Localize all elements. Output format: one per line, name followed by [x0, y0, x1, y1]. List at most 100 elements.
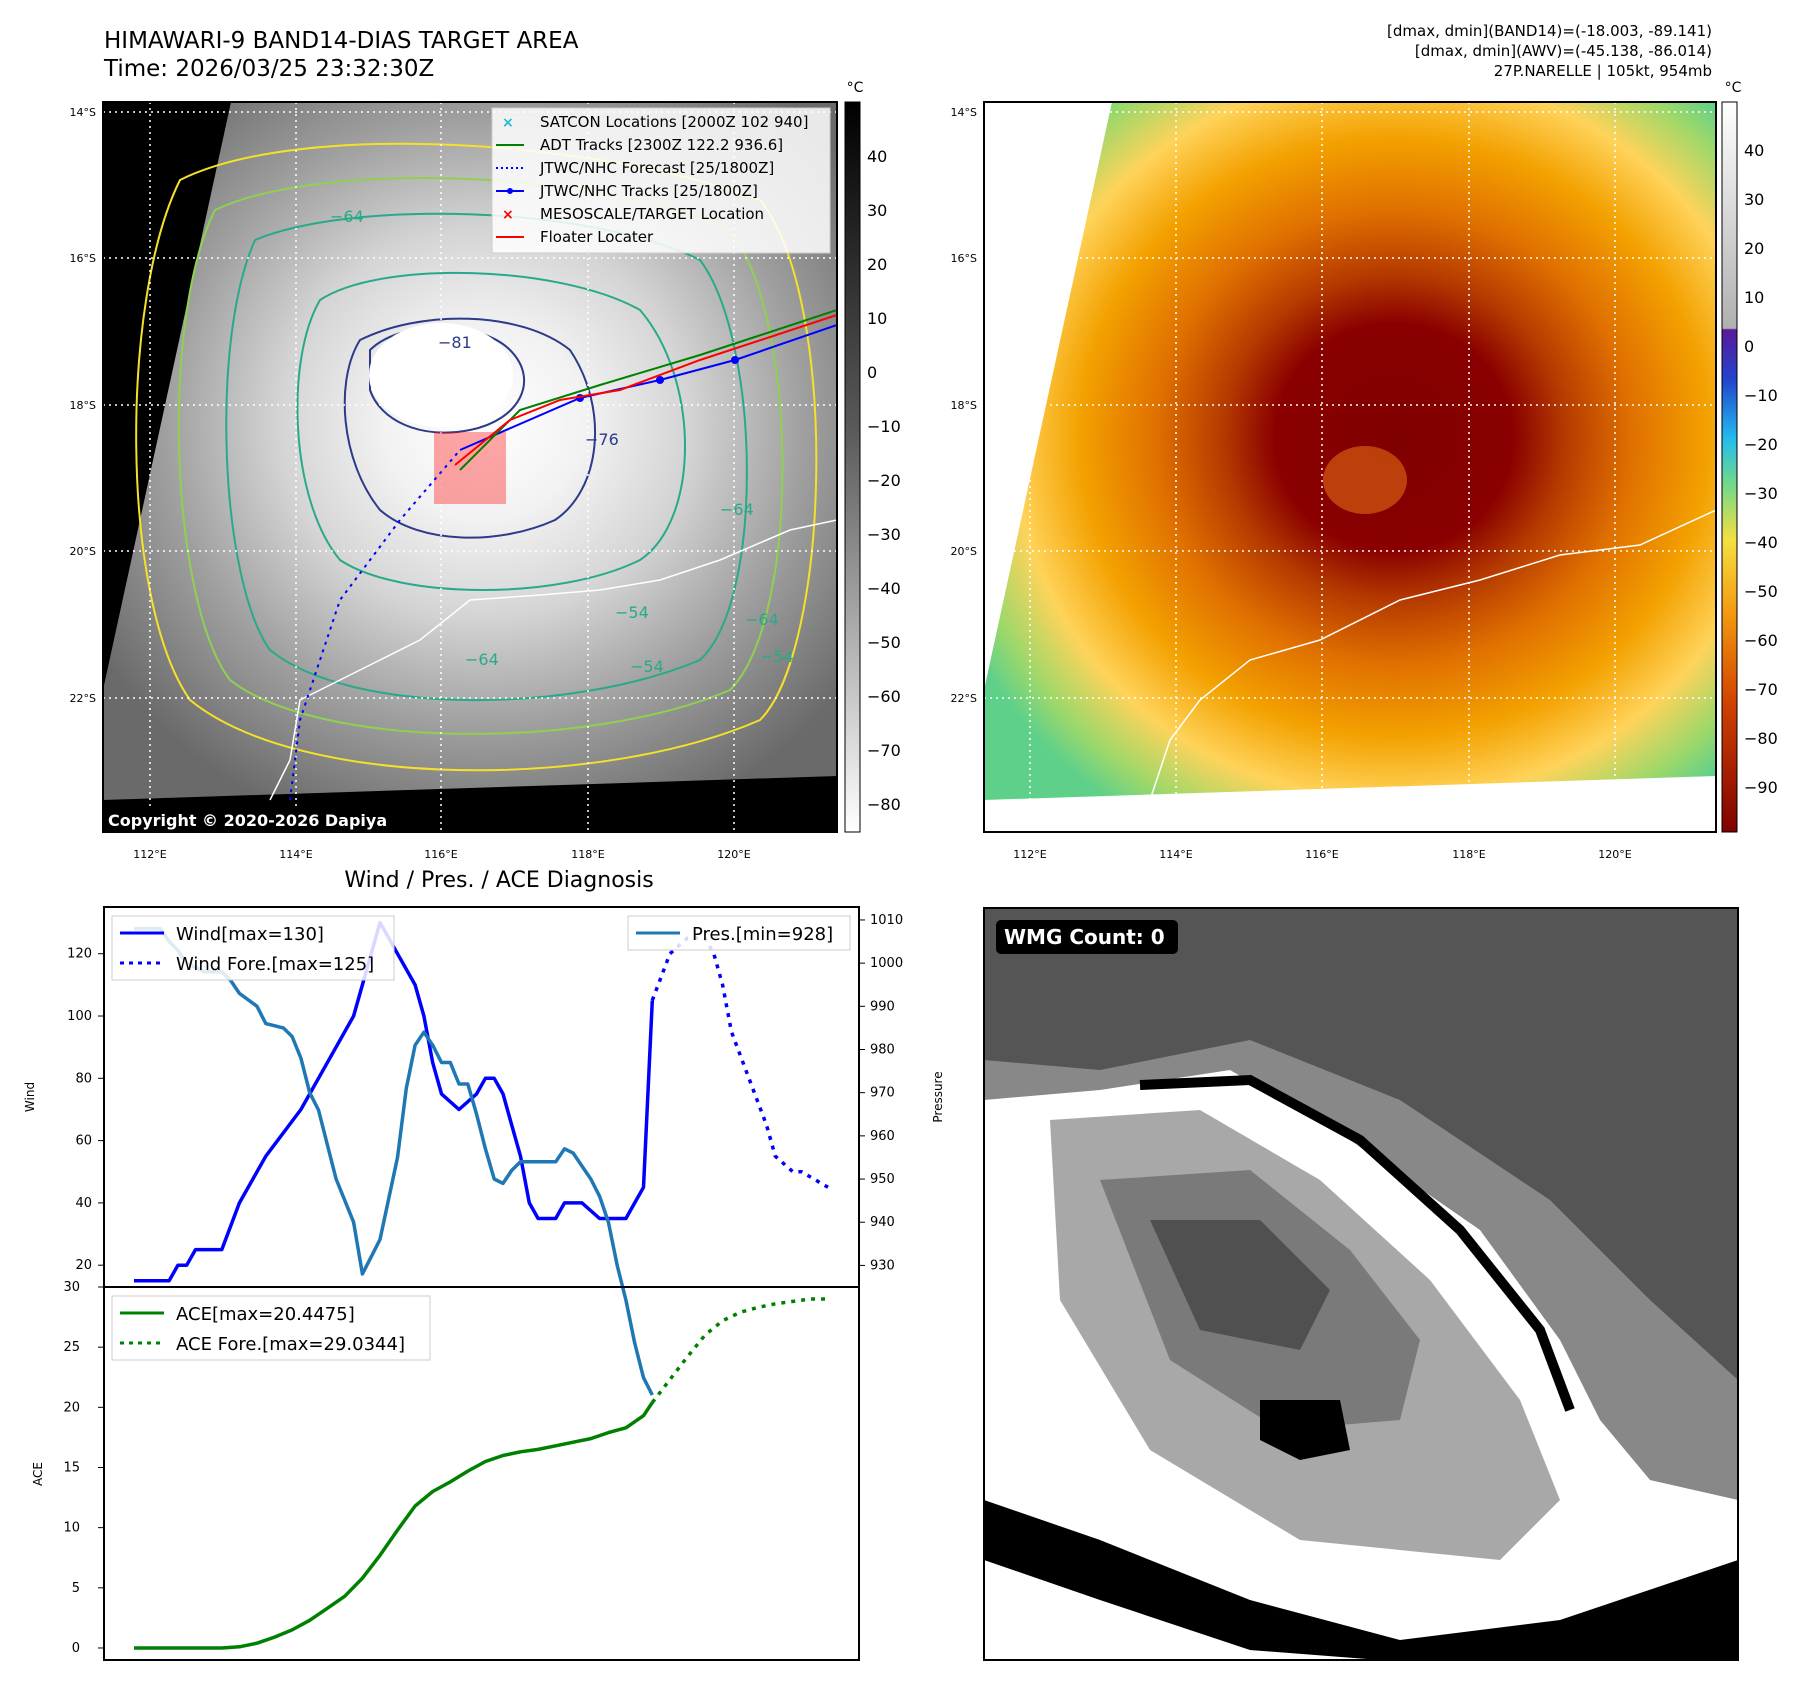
ir-legend: × × SATCON Locations [2000Z 102 940] ADT…	[491, 107, 831, 254]
pres-tick-label: 990	[870, 999, 895, 1014]
legend-marker-satcon: ×	[502, 115, 514, 131]
cbar-tick: 0	[867, 363, 877, 382]
lon-tick: 112°E	[133, 848, 166, 861]
cbar-tick: 30	[867, 201, 887, 220]
pres-tick-label: 1010	[870, 913, 903, 928]
cbar-tick: −40	[867, 579, 901, 598]
pres-tick-label: 1000	[870, 956, 903, 971]
awv-lon-ticks: 112°E 114°E 116°E 118°E 120°E	[1013, 848, 1631, 861]
awv-colorbar: °C 40 30 20 10 0 −10 −20 −30 −40 −50 −60…	[1721, 80, 1778, 833]
pres-tick-label: 970	[870, 1086, 895, 1101]
legend-marker-meso: ×	[502, 207, 514, 223]
lat-tick: 22°S	[70, 692, 96, 705]
awv-lat-ticks: 14°S 16°S 18°S 20°S 22°S	[951, 106, 977, 705]
cbar-tick: −80	[867, 795, 901, 814]
pres-tick-label: 960	[870, 1129, 895, 1144]
legend-label-wind: Wind[max=130]	[176, 924, 324, 945]
lat-tick: 16°S	[951, 252, 977, 265]
series-line-pres-	[134, 926, 654, 1396]
cbar-tick: 40	[867, 147, 887, 166]
cbar-tick: −20	[1744, 435, 1778, 454]
lon-tick: 118°E	[1452, 848, 1485, 861]
cbar-tick: −60	[867, 687, 901, 706]
cbar-tick: −70	[867, 741, 901, 760]
ace-tick-label: 15	[63, 1460, 80, 1475]
lat-tick: 22°S	[951, 692, 977, 705]
ace-y-ticks: 0 5 10 15 20 25 30	[63, 1280, 104, 1656]
pressure-axis-label: Pressure	[931, 1071, 945, 1122]
contour-label: −54	[615, 603, 649, 622]
wind-tick-label: 40	[75, 1196, 92, 1211]
cbar-tick: 40	[1744, 141, 1764, 160]
lat-tick: 18°S	[951, 399, 977, 412]
ace-axis-label: ACE	[31, 1462, 45, 1486]
series-line-ace	[134, 1401, 654, 1650]
cbar-tick: 10	[867, 309, 887, 328]
ace-tick-label: 20	[63, 1400, 80, 1415]
awv-frame	[983, 101, 1717, 833]
wmg-frame	[983, 907, 1739, 1661]
wind-axis-label: Wind	[23, 1082, 37, 1112]
lon-tick: 112°E	[1013, 848, 1046, 861]
stats-line-2: [dmax, dmin](AWV)=(-45.138, -86.014)	[1414, 42, 1712, 60]
cbar-tick: 20	[867, 255, 887, 274]
ir-lon-ticks: 112°E 114°E 116°E 118°E 120°E	[133, 848, 750, 861]
contour-label: −81	[438, 333, 472, 352]
lat-tick: 14°S	[951, 106, 977, 119]
series-line-ace-fore-	[650, 1297, 828, 1404]
lon-tick: 120°E	[1598, 848, 1631, 861]
cbar-tick: −50	[867, 633, 901, 652]
legend-label-adt: ADT Tracks [2300Z 122.2 936.6]	[540, 136, 783, 154]
lat-tick: 16°S	[70, 252, 96, 265]
cbar-tick: −80	[1744, 729, 1778, 748]
ace-tick-label: 0	[72, 1641, 80, 1656]
wind-legend: Wind[max=130] Wind Fore.[max=125]	[111, 915, 395, 981]
pres-y-ticks: 930 940 950 960 970 980 990 1000 1010	[859, 913, 903, 1273]
pres-tick-label: 940	[870, 1215, 895, 1230]
ace-tick-label: 10	[63, 1521, 80, 1536]
ace-chart-frame	[103, 1286, 860, 1661]
pres-tick-label: 930	[870, 1258, 895, 1273]
cbar-tick: −50	[1744, 582, 1778, 601]
cbar-tick: 30	[1744, 190, 1764, 209]
lat-tick: 18°S	[70, 399, 96, 412]
ace-tick-label: 30	[63, 1280, 80, 1295]
ir-colorbar: °C 40 30 20 10 0 −10 −20 −30 −40 −50 −60…	[844, 80, 901, 833]
stats-line-1: [dmax, dmin](BAND14)=(-18.003, -89.141)	[1387, 22, 1712, 40]
colorbar-unit: °C	[847, 80, 864, 96]
ir-lat-ticks: 14°S 16°S 18°S 20°S 22°S	[70, 106, 96, 705]
cbar-tick: −10	[867, 417, 901, 436]
legend-label-ace-fore: ACE Fore.[max=29.0344]	[176, 1334, 405, 1355]
lon-tick: 116°E	[424, 848, 457, 861]
wmg-count-badge: WMG Count: 0	[1004, 925, 1165, 949]
wind-tick-label: 60	[75, 1134, 92, 1149]
wind-tick-label: 120	[67, 947, 92, 962]
lon-tick: 120°E	[717, 848, 750, 861]
contour-label: −54	[760, 647, 794, 666]
ir-frame	[102, 101, 838, 833]
cbar-tick: 0	[1744, 337, 1754, 356]
lat-tick: 20°S	[70, 545, 96, 558]
lon-tick: 116°E	[1305, 848, 1338, 861]
legend-label-forecast: JTWC/NHC Forecast [25/1800Z]	[539, 159, 774, 177]
wind-tick-label: 80	[75, 1071, 92, 1086]
series-line-wind	[134, 920, 655, 1283]
cbar-tick: 10	[1744, 288, 1764, 307]
legend-label-tracks: JTWC/NHC Tracks [25/1800Z]	[539, 182, 758, 200]
wind-tick-label: 100	[67, 1009, 92, 1024]
lon-tick: 114°E	[279, 848, 312, 861]
cbar-tick: 20	[1744, 239, 1764, 258]
cbar-tick: −10	[1744, 386, 1778, 405]
cbar-tick: −40	[1744, 533, 1778, 552]
ace-series-group	[134, 1297, 828, 1650]
ace-legend: ACE[max=20.4475] ACE Fore.[max=29.0344]	[111, 1295, 431, 1361]
diagnosis-chart-title: Wind / Pres. / ACE Diagnosis	[344, 868, 653, 893]
contour-label: −64	[330, 207, 364, 226]
wind-tick-label: 20	[75, 1258, 92, 1273]
cbar-tick: −30	[867, 525, 901, 544]
cbar-tick: −20	[867, 471, 901, 490]
colorbar-unit: °C	[1725, 80, 1742, 96]
figure-time: Time: 2026/03/25 23:32:30Z	[104, 56, 435, 82]
wmg-panel	[984, 908, 1738, 1660]
